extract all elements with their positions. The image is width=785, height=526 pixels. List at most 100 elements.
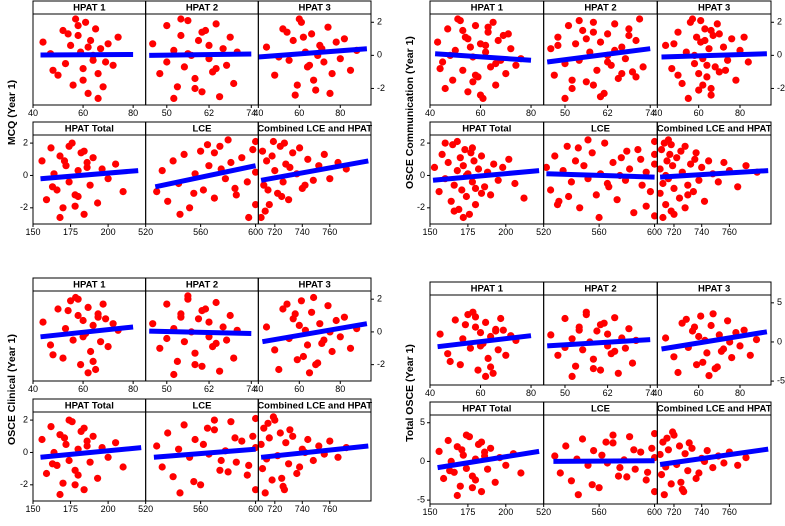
panel-hpat-total: HPAT Total 150 175 200 -2 0 2 bbox=[20, 121, 147, 237]
data-point bbox=[278, 474, 286, 482]
data-point bbox=[651, 430, 658, 438]
data-point bbox=[194, 315, 203, 323]
data-point bbox=[94, 70, 102, 78]
data-point bbox=[261, 489, 269, 497]
data-point bbox=[456, 154, 464, 162]
data-point bbox=[54, 71, 62, 79]
data-point bbox=[487, 444, 495, 452]
y-tick-label: 5 bbox=[777, 297, 782, 307]
data-point bbox=[471, 22, 480, 30]
data-point bbox=[596, 38, 605, 46]
data-point bbox=[618, 43, 626, 51]
data-point bbox=[575, 17, 583, 25]
fit-line bbox=[258, 46, 368, 60]
data-point bbox=[268, 476, 276, 484]
data-point bbox=[438, 150, 446, 158]
x-tick-label: 740 bbox=[295, 227, 310, 237]
data-point bbox=[340, 313, 348, 321]
data-point bbox=[705, 157, 713, 165]
x-tick-label: 40 bbox=[425, 388, 435, 398]
data-point bbox=[717, 347, 726, 355]
y-axis-label: MCQ (Year 1) bbox=[6, 80, 18, 145]
data-point bbox=[684, 181, 692, 189]
data-point bbox=[39, 318, 47, 326]
x-tick-label: 40 bbox=[28, 108, 38, 118]
data-point bbox=[507, 45, 515, 53]
x-tick-label: 720 bbox=[267, 227, 282, 237]
data-point bbox=[221, 175, 229, 183]
data-point bbox=[109, 320, 117, 328]
data-point bbox=[690, 323, 699, 331]
data-point bbox=[87, 36, 95, 45]
data-point bbox=[596, 321, 605, 329]
data-point bbox=[596, 93, 605, 101]
data-point bbox=[630, 209, 638, 217]
data-point bbox=[444, 436, 452, 445]
data-point bbox=[499, 326, 507, 334]
data-point bbox=[332, 38, 340, 46]
data-point bbox=[626, 433, 634, 441]
data-point bbox=[47, 423, 55, 431]
panel-hpat-1: HPAT 1 40 60 80 bbox=[425, 281, 545, 398]
x-tick-label: 74 bbox=[246, 108, 256, 118]
data-point bbox=[297, 297, 305, 305]
data-point bbox=[283, 300, 291, 308]
x-tick-label: 60 bbox=[694, 108, 704, 118]
panel-lce: LCE 520 560 600 bbox=[536, 401, 662, 517]
data-point bbox=[554, 351, 562, 359]
data-point bbox=[456, 482, 464, 490]
x-tick-label: 740 bbox=[295, 504, 310, 514]
data-point bbox=[574, 144, 582, 152]
data-point bbox=[657, 450, 664, 459]
data-point bbox=[446, 357, 454, 366]
data-point bbox=[74, 22, 82, 30]
data-point bbox=[715, 68, 723, 76]
data-point bbox=[156, 344, 164, 352]
data-point bbox=[199, 186, 207, 194]
data-point bbox=[84, 43, 92, 51]
data-point bbox=[158, 167, 166, 175]
data-point bbox=[675, 442, 684, 450]
data-point bbox=[177, 15, 185, 23]
data-point bbox=[249, 432, 257, 440]
panel-title: HPAT 1 bbox=[471, 284, 504, 295]
data-point bbox=[295, 15, 303, 23]
data-point bbox=[471, 184, 480, 192]
data-point bbox=[258, 147, 267, 155]
data-point bbox=[271, 346, 279, 354]
data-point bbox=[169, 157, 177, 165]
data-point bbox=[64, 307, 72, 315]
data-point bbox=[212, 65, 220, 73]
data-point bbox=[582, 78, 590, 86]
data-point bbox=[664, 446, 673, 454]
data-point bbox=[184, 17, 192, 25]
data-point bbox=[79, 65, 87, 73]
data-point bbox=[517, 469, 525, 477]
data-point bbox=[593, 327, 601, 335]
data-point bbox=[62, 440, 70, 448]
y-tick-label: 2 bbox=[377, 17, 382, 27]
data-point bbox=[38, 435, 46, 444]
data-point bbox=[494, 176, 502, 184]
data-point bbox=[84, 89, 92, 97]
data-point bbox=[163, 334, 171, 343]
x-tick-label: 50 bbox=[162, 384, 172, 394]
fit-line bbox=[154, 163, 257, 190]
panel-title: HPAT 1 bbox=[471, 3, 504, 14]
y-tick-label: 2 bbox=[23, 414, 28, 424]
data-point bbox=[104, 453, 112, 461]
data-point bbox=[153, 188, 161, 196]
data-point bbox=[48, 460, 57, 468]
data-point bbox=[205, 41, 213, 50]
data-point bbox=[296, 144, 304, 152]
data-point bbox=[280, 139, 288, 147]
data-point bbox=[700, 197, 709, 205]
data-point bbox=[634, 146, 642, 154]
data-point bbox=[104, 40, 112, 48]
panel-hpat-1: HPAT 1 40 60 80 bbox=[28, 277, 147, 394]
y-axis-label: OSCE Clinical (Year 1) bbox=[6, 334, 18, 445]
data-point bbox=[305, 369, 314, 377]
x-tick-label: 600 bbox=[647, 507, 662, 517]
panel-lce: LCE 520 560 600 bbox=[138, 121, 263, 237]
